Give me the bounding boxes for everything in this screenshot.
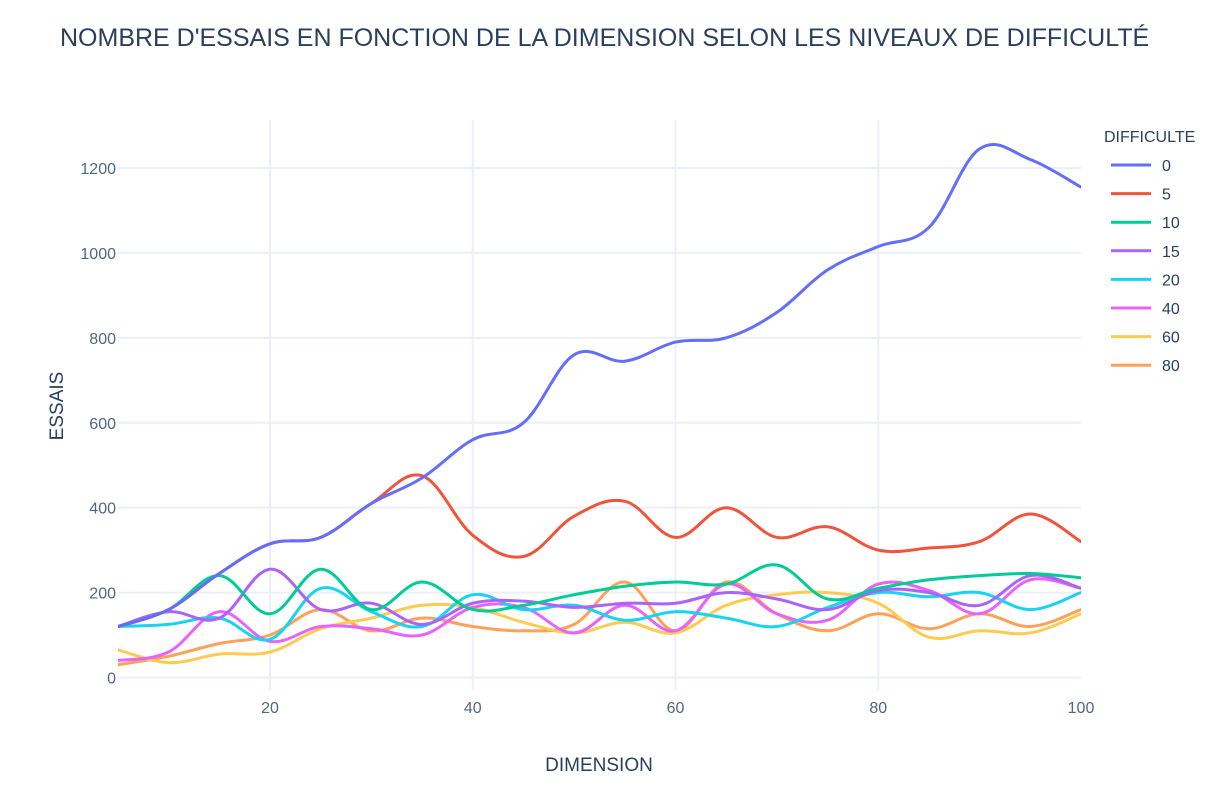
legend-label: 5 xyxy=(1162,187,1171,204)
series-line-80 xyxy=(118,580,1081,667)
legend-label: 60 xyxy=(1162,330,1180,347)
series-layer xyxy=(118,142,1081,667)
legend: DIFFICULTE 0 5 10 15 20 40 60 80 xyxy=(1104,129,1195,375)
x-tick-label: 20 xyxy=(261,700,279,717)
legend-item-40[interactable]: 40 xyxy=(1111,301,1180,318)
legend-title: DIFFICULTE xyxy=(1104,129,1195,146)
legend-item-80[interactable]: 80 xyxy=(1111,358,1180,375)
x-tick-label: 60 xyxy=(667,700,685,717)
y-tick-label: 800 xyxy=(89,331,116,348)
x-tick-label: 40 xyxy=(464,700,482,717)
legend-item-15[interactable]: 15 xyxy=(1111,244,1180,261)
x-axis-title: DIMENSION xyxy=(545,755,653,776)
series-line-15 xyxy=(118,567,1081,628)
legend-label: 10 xyxy=(1162,215,1180,232)
y-tick-label: 0 xyxy=(107,671,116,688)
legend-item-60[interactable]: 60 xyxy=(1111,330,1180,347)
series-line-40 xyxy=(118,577,1081,662)
chart-title: NOMBRE D'ESSAIS EN FONCTION DE LA DIMENS… xyxy=(60,23,1149,52)
legend-label: 40 xyxy=(1162,301,1180,318)
series-line-5 xyxy=(118,473,1081,628)
legend-label: 20 xyxy=(1162,272,1180,289)
legend-item-5[interactable]: 5 xyxy=(1111,187,1171,204)
series-line-10 xyxy=(118,563,1081,628)
series-line-60 xyxy=(118,590,1081,665)
x-tick-label: 80 xyxy=(869,700,887,717)
y-tick-label: 200 xyxy=(89,586,116,603)
y-tick-label: 1200 xyxy=(80,161,116,178)
tick-layer: 0 200 400 600 800 1000 1200 20 40 60 80 100 xyxy=(80,161,1094,717)
series-line-0 xyxy=(118,142,1081,628)
legend-label: 80 xyxy=(1162,358,1180,375)
legend-item-20[interactable]: 20 xyxy=(1111,272,1180,289)
legend-item-10[interactable]: 10 xyxy=(1111,215,1180,232)
legend-label: 0 xyxy=(1162,158,1171,175)
y-axis-title: ESSAIS xyxy=(47,372,68,441)
grid-layer xyxy=(118,120,1081,690)
y-tick-label: 400 xyxy=(89,501,116,518)
y-tick-label: 600 xyxy=(89,416,116,433)
legend-item-0[interactable]: 0 xyxy=(1111,158,1171,175)
y-tick-label: 1000 xyxy=(80,246,116,263)
legend-label: 15 xyxy=(1162,244,1180,261)
x-tick-label: 100 xyxy=(1068,700,1095,717)
